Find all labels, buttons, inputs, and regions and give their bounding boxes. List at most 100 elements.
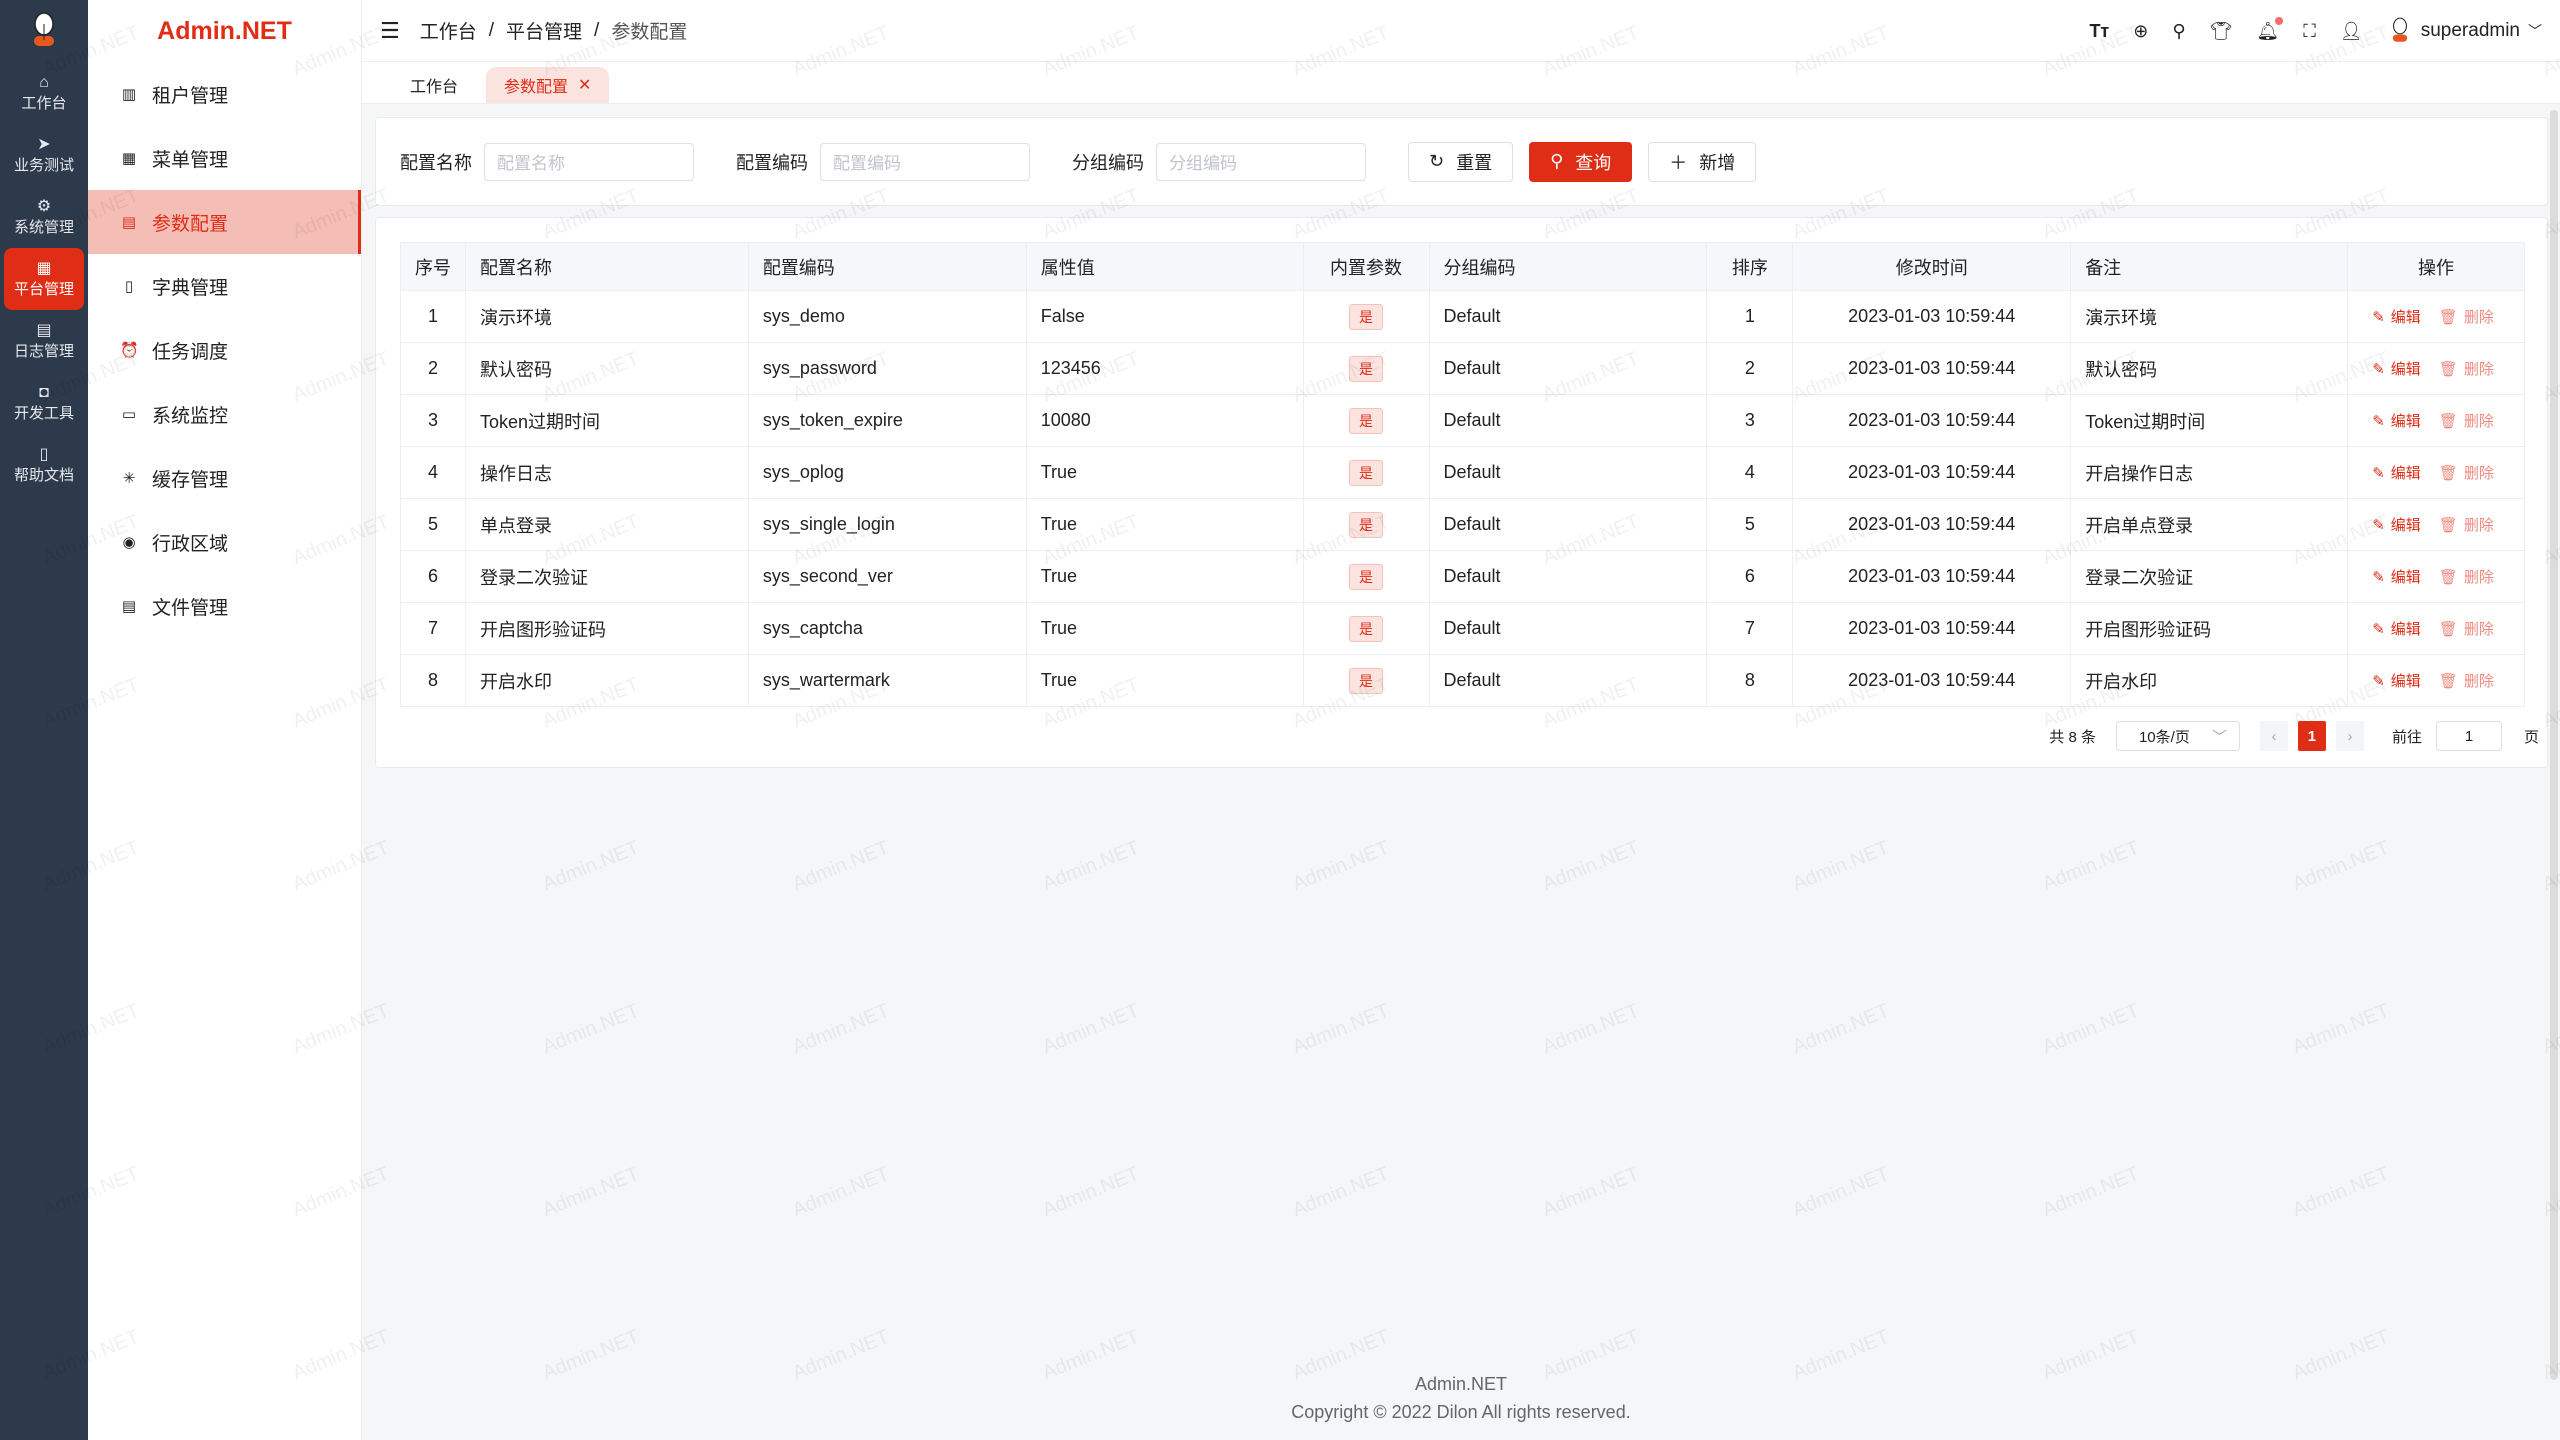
delete-button[interactable]: 删除 <box>2463 309 2494 326</box>
table-cell: Default <box>1428 602 1708 655</box>
column-header: 内置参数 <box>1302 242 1430 291</box>
edit-icon[interactable]: ✎ <box>2372 361 2385 378</box>
config-name-input[interactable]: 配置名称 <box>484 142 694 181</box>
watermark: Admin.NET <box>1539 836 1643 896</box>
rail-item[interactable]: ◘ 开发工具 <box>4 372 84 434</box>
rail-item[interactable]: ▯ 帮助文档 <box>4 434 84 496</box>
edit-button[interactable]: 编辑 <box>2390 309 2421 326</box>
rail-item-label: 帮助文档 <box>13 466 74 484</box>
watermark: Admin.NET <box>1039 1162 1143 1222</box>
query-button[interactable]: ⚲ 查询 <box>1529 141 1633 182</box>
prev-page-button[interactable]: ‹ <box>2259 721 2288 751</box>
trash-icon[interactable]: 🗑︎ <box>2438 361 2458 378</box>
edit-button[interactable]: 编辑 <box>2390 569 2421 586</box>
edit-button[interactable]: 编辑 <box>2390 517 2421 534</box>
edit-button[interactable]: 编辑 <box>2390 673 2421 690</box>
table-cell: 演示环境 <box>2070 290 2349 343</box>
send-icon: ➤ <box>37 135 51 153</box>
rail-item[interactable]: ▤ 日志管理 <box>4 310 84 372</box>
field-label: 配置名称 <box>400 152 472 173</box>
language-icon[interactable]: ⊕ <box>2133 20 2149 41</box>
submenu-item-label: 租户管理 <box>152 85 229 107</box>
edit-icon[interactable]: ✎ <box>2372 465 2385 482</box>
scrollbar[interactable] <box>2550 110 2558 1380</box>
next-page-button[interactable]: › <box>2335 721 2364 751</box>
trash-icon[interactable]: 🗑︎ <box>2438 621 2458 638</box>
footer-brand: Admin.NET <box>1414 1374 1508 1394</box>
column-header: 排序 <box>1706 242 1794 291</box>
rail-item[interactable]: ⌂ 工作台 <box>4 62 84 124</box>
table-cell: sys_single_login <box>747 498 1027 551</box>
submenu-item[interactable]: ▤ 参数配置 <box>88 190 361 254</box>
bell-icon[interactable]: 🔔︎ <box>2256 16 2284 42</box>
delete-button[interactable]: 删除 <box>2463 673 2494 690</box>
submenu-item-label: 文件管理 <box>152 597 229 619</box>
submenu-item[interactable]: ✳ 缓存管理 <box>88 446 361 510</box>
user-menu[interactable]: superadmin ﹀ <box>2387 16 2542 46</box>
theme-shirt-icon[interactable]: 👕︎ <box>2209 20 2233 41</box>
delete-button[interactable]: 删除 <box>2463 413 2494 430</box>
edit-button[interactable]: 编辑 <box>2390 361 2421 378</box>
trash-icon[interactable]: 🗑︎ <box>2438 309 2458 326</box>
search-icon[interactable]: ⚲ <box>2172 20 2186 41</box>
delete-button[interactable]: 删除 <box>2463 569 2494 586</box>
edit-icon[interactable]: ✎ <box>2372 673 2385 690</box>
delete-button[interactable]: 删除 <box>2463 517 2494 534</box>
breadcrumb-item[interactable]: 工作台 <box>419 22 477 43</box>
delete-button[interactable]: 删除 <box>2463 621 2494 638</box>
edit-button[interactable]: 编辑 <box>2390 413 2421 430</box>
add-button[interactable]: ＋新增 <box>1648 141 1757 182</box>
goto-page-input[interactable]: 1 <box>2435 721 2502 751</box>
username: superadmin <box>2420 20 2520 41</box>
submenu-item[interactable]: ▯ 字典管理 <box>88 254 361 318</box>
tab-workbench[interactable]: 工作台 <box>410 79 459 96</box>
watermark: Admin.NET <box>2039 999 2143 1059</box>
pagination: 共 8 条 10条/页 ﹀ ‹ 1 › 前往 1 页 <box>2049 721 2539 751</box>
table-cell: 登录二次验证 <box>464 550 749 603</box>
search-form: 配置名称 配置名称 配置编码 配置编码 分组编码 分组编码 ↻ 重置 ⚲ 查询 ＋新… <box>375 117 2548 206</box>
edit-icon[interactable]: ✎ <box>2372 517 2385 534</box>
group-code-input[interactable]: 分组编码 <box>1156 142 1366 181</box>
edit-icon[interactable]: ✎ <box>2372 621 2385 638</box>
page-1-button[interactable]: 1 <box>2297 721 2326 751</box>
rail-item[interactable]: ➤ 业务测试 <box>4 124 84 186</box>
menu-collapse-icon[interactable]: ☰ <box>380 17 400 43</box>
trash-icon[interactable]: 🗑︎ <box>2438 673 2458 690</box>
submenu-item[interactable]: ▦ 菜单管理 <box>88 126 361 190</box>
submenu-item[interactable]: ▤ 文件管理 <box>88 574 361 638</box>
column-header: 修改时间 <box>1792 242 2072 291</box>
breadcrumb-item[interactable]: 平台管理 <box>506 22 583 43</box>
reset-button[interactable]: ↻ 重置 <box>1408 141 1514 182</box>
gear-icon: ⚙ <box>36 197 52 215</box>
watermark: Admin.NET <box>789 1162 893 1222</box>
rail-item[interactable]: ▦ 平台管理 <box>4 248 84 310</box>
edit-button[interactable]: 编辑 <box>2390 621 2421 638</box>
table-cell: 开启操作日志 <box>2070 446 2349 499</box>
watermark: Admin.NET <box>1789 1162 1893 1222</box>
delete-button[interactable]: 删除 <box>2463 361 2494 378</box>
font-size-icon[interactable]: Tт <box>2089 20 2110 41</box>
delete-button[interactable]: 删除 <box>2463 465 2494 482</box>
tab-config[interactable]: 参数配置 ✕ <box>486 67 610 103</box>
trash-icon[interactable]: 🗑︎ <box>2438 569 2458 586</box>
edit-icon[interactable]: ✎ <box>2372 569 2385 586</box>
trash-icon[interactable]: 🗑︎ <box>2438 517 2458 534</box>
fullscreen-icon[interactable]: ⛶ <box>2303 20 2316 41</box>
page-size-select[interactable]: 10条/页 ﹀ <box>2115 721 2240 751</box>
submenu-item[interactable]: ▥ 租户管理 <box>88 62 361 126</box>
close-icon[interactable]: ✕ <box>578 77 592 94</box>
user-icon[interactable]: 👤︎ <box>2339 20 2363 41</box>
table-cell: 2023-01-03 10:59:44 <box>1792 654 2072 707</box>
table-row: 2 默认密码 sys_password 123456 是 Default 2 2023-01-… <box>400 342 2525 395</box>
config-code-input[interactable]: 配置编码 <box>820 142 1030 181</box>
trash-icon[interactable]: 🗑︎ <box>2438 465 2458 482</box>
submenu-item[interactable]: ◉ 行政区域 <box>88 510 361 574</box>
actions-cell: ✎ 编辑 🗑︎ 删除 <box>2347 446 2525 499</box>
edit-icon[interactable]: ✎ <box>2372 413 2385 430</box>
rail-item[interactable]: ⚙ 系统管理 <box>4 186 84 248</box>
trash-icon[interactable]: 🗑︎ <box>2438 413 2458 430</box>
edit-icon[interactable]: ✎ <box>2372 309 2385 326</box>
edit-button[interactable]: 编辑 <box>2390 465 2421 482</box>
submenu-item[interactable]: ⏰ 任务调度 <box>88 318 361 382</box>
submenu-item[interactable]: ▭ 系统监控 <box>88 382 361 446</box>
